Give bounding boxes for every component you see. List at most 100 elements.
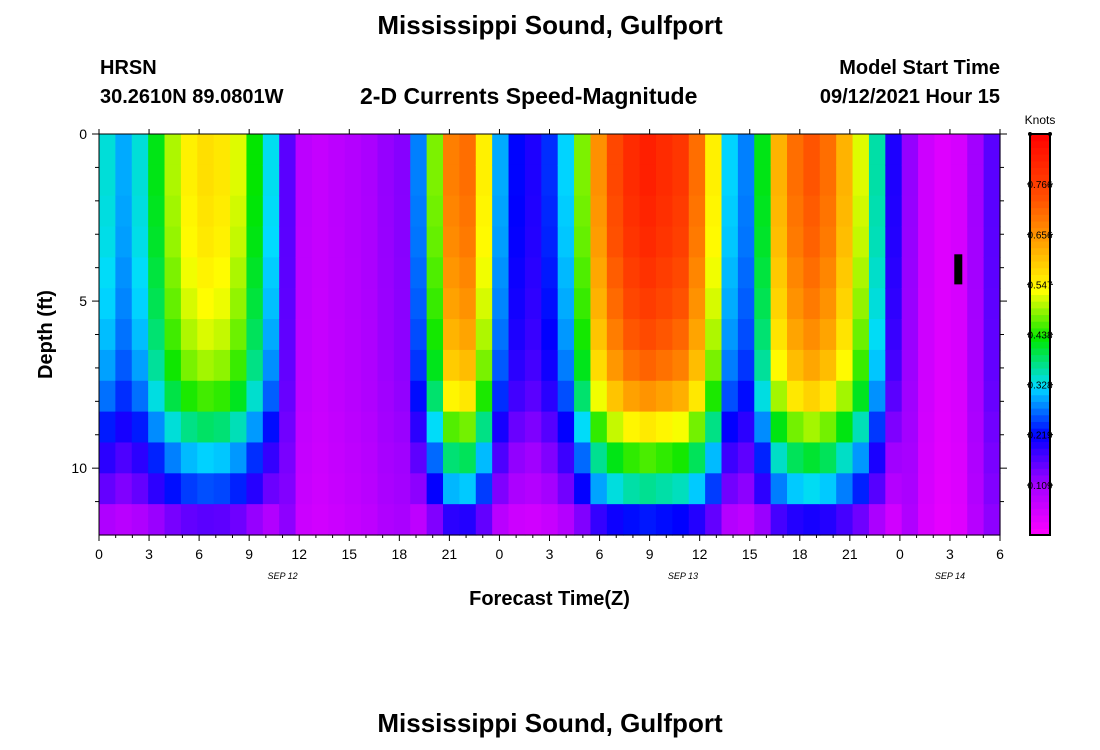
colorbar-segment [1030,428,1050,436]
colorbar-segment [1030,494,1050,503]
heat-cell [524,319,542,351]
heat-cell [721,164,739,197]
heat-cell [426,380,444,413]
heat-cell [541,288,559,320]
colorbar-tick-label: 0.109 [1027,481,1052,492]
heat-cell [705,473,723,505]
heat-cell [737,195,755,228]
heat-cell [721,349,739,382]
colorbar-segment [1030,434,1050,443]
heat-cell [230,504,248,536]
heat-cell [623,319,641,351]
heat-cell [99,411,116,444]
heat-cell [737,380,755,413]
heat-cell [377,134,395,166]
heat-cell [639,319,657,351]
heat-cell [721,288,739,320]
heat-cell [508,195,526,228]
heat-cell [787,380,805,413]
heat-cell [590,504,608,536]
chart-title: Mississippi Sound, Gulfport [377,10,723,40]
heat-cell [393,288,411,320]
heat-cell [361,257,379,289]
heat-cell [361,288,379,320]
heat-cell [918,319,936,351]
heat-cell [901,288,919,320]
heat-cell [475,195,493,228]
heat-cell [197,504,215,536]
heat-cell [639,226,657,258]
heat-cell [492,504,510,536]
heat-cell [508,226,526,258]
heat-cell [852,411,870,444]
heat-cell [230,195,248,228]
heat-cell [770,380,788,413]
heat-cell [115,288,133,320]
heat-cell [819,288,837,320]
heat-cell [262,319,280,351]
heat-cell [393,134,411,166]
heat-cell [737,411,755,444]
heat-cell [770,288,788,320]
heat-cell [148,164,166,197]
heat-cell [426,226,444,258]
heat-cell [901,164,919,197]
heat-cell [868,226,886,258]
heat-cell [492,195,510,228]
heat-cell [606,442,624,474]
heat-cell [803,473,821,505]
heat-cell [246,380,264,413]
colorbar-segment [1030,394,1050,402]
heat-cell [344,257,362,289]
heat-cell [344,442,362,474]
heat-cell [131,380,149,413]
heat-cell [803,164,821,197]
heat-cell [279,442,297,474]
heat-cell [852,442,870,474]
heat-cell [410,473,428,505]
heat-cell [377,473,395,505]
heat-cell [787,442,805,474]
colorbar-segment [1030,361,1050,369]
heat-cell [246,134,264,166]
heat-cell [279,134,297,166]
heat-cell [180,164,198,197]
heat-cell [524,442,542,474]
heat-cell [508,349,526,382]
heat-cell [426,288,444,320]
heat-cell [885,195,903,228]
heat-cell [819,164,837,197]
colorbar-segment [1030,220,1050,229]
heat-cell [885,257,903,289]
heat-cell [344,504,362,536]
heat-cell [344,164,362,197]
heat-cell [393,164,411,197]
heat-cell [918,442,936,474]
heat-cell [475,473,493,505]
heat-cell [836,226,854,258]
colorbar-segment [1030,354,1050,362]
heat-cell [868,257,886,289]
heat-cell [180,319,198,351]
heat-cell [705,195,723,228]
heat-cell [770,226,788,258]
heat-cell [655,442,673,474]
heat-cell [721,226,739,258]
x-tick-label: 9 [245,546,253,562]
heat-cell [967,380,985,413]
heat-cell [705,411,723,444]
heat-cell [590,257,608,289]
heat-cell [918,288,936,320]
heat-cell [459,380,477,413]
colorbar-segment [1030,247,1050,255]
heat-cell [524,473,542,505]
heat-cell [459,164,477,197]
heat-cell [295,473,313,505]
heat-cell [377,504,395,536]
colorbar-segment [1030,468,1050,476]
heat-cell [164,257,182,289]
heat-cell [983,442,1001,474]
heat-cell [672,349,690,382]
heat-cell [950,134,968,166]
heat-cell [721,195,739,228]
